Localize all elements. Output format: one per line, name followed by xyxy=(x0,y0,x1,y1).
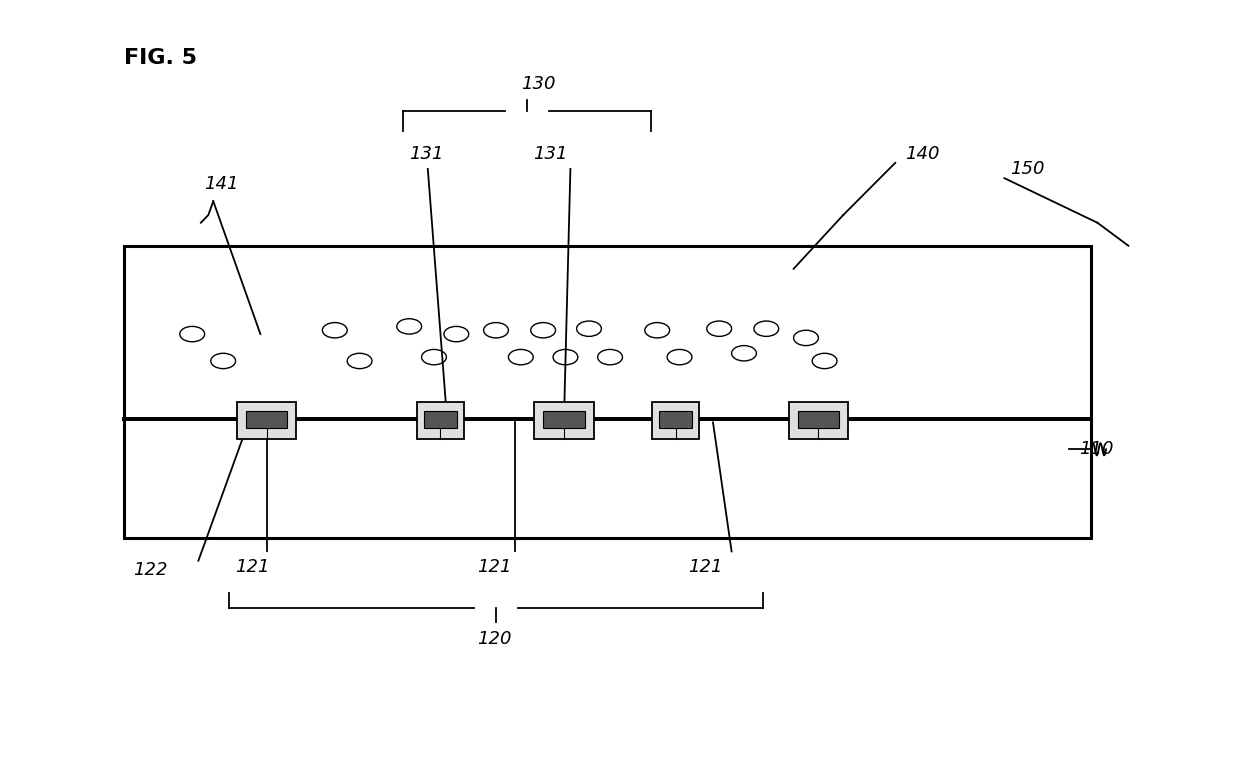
Text: 131: 131 xyxy=(533,144,568,163)
Text: 122: 122 xyxy=(133,561,167,579)
Bar xyxy=(424,411,456,428)
Text: 120: 120 xyxy=(477,630,512,648)
Text: 130: 130 xyxy=(521,75,556,94)
Text: 141: 141 xyxy=(205,175,239,194)
Bar xyxy=(660,411,692,428)
Text: FIG. 5: FIG. 5 xyxy=(124,48,197,68)
Bar xyxy=(124,246,1091,538)
Text: 121: 121 xyxy=(477,558,512,576)
Text: 121: 121 xyxy=(236,558,270,576)
Bar xyxy=(652,402,699,439)
Bar xyxy=(417,402,464,439)
Bar xyxy=(246,411,288,428)
Text: 110: 110 xyxy=(1079,440,1114,458)
Text: 140: 140 xyxy=(905,144,940,163)
Bar xyxy=(534,402,594,439)
Text: 150: 150 xyxy=(1011,160,1045,178)
Text: 131: 131 xyxy=(409,144,444,163)
Bar xyxy=(797,411,839,428)
Bar xyxy=(237,402,296,439)
Bar xyxy=(543,411,585,428)
Text: 121: 121 xyxy=(688,558,723,576)
Bar xyxy=(789,402,848,439)
